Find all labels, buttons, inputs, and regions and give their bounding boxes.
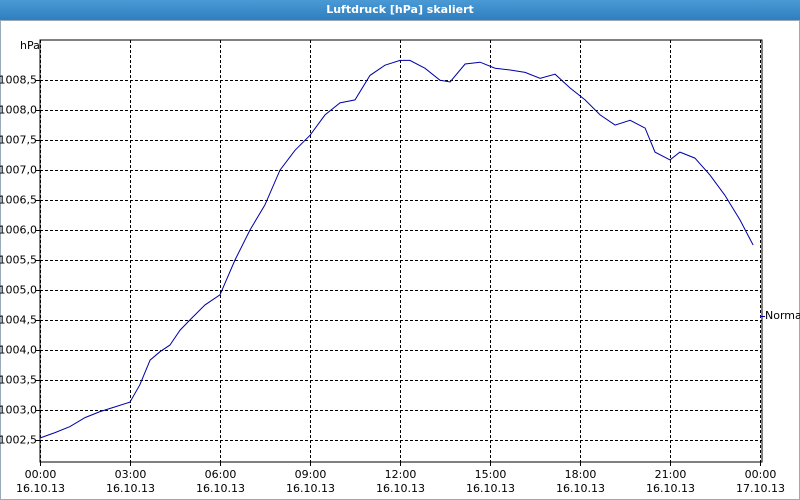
x-tick-label: 18:00 16.10.13 xyxy=(556,468,605,495)
y-tick-label: 1003,0 xyxy=(0,404,37,417)
y-tick-label: 1008,0 xyxy=(0,104,37,117)
line-series xyxy=(39,59,754,439)
y-tick-label: 1006,0 xyxy=(0,224,37,237)
y-tick-label: 1005,5 xyxy=(0,254,37,267)
chart-title: Luftdruck [hPa] skaliert xyxy=(0,0,800,20)
y-tick-label: 1007,0 xyxy=(0,164,37,177)
y-tick-label: 1004,5 xyxy=(0,314,37,327)
y-tick-label: 1006,5 xyxy=(0,194,37,207)
x-tick-label: 06:00 16.10.13 xyxy=(196,468,245,495)
x-tick-label: 00:00 17.10.13 xyxy=(736,468,785,495)
y-tick-label: 1007,5 xyxy=(0,134,37,147)
y-tick-label: 1008,5 xyxy=(0,74,37,87)
y-tick-label: 1004,0 xyxy=(0,344,37,357)
x-tick-label: 12:00 16.10.13 xyxy=(376,468,425,495)
y-tick-label: 1005,0 xyxy=(0,284,37,297)
y-tick-label: 1003,5 xyxy=(0,374,37,387)
x-tick-label: 03:00 16.10.13 xyxy=(106,468,155,495)
x-tick-label: 09:00 16.10.13 xyxy=(286,468,335,495)
legend-label: Normal xyxy=(765,309,800,322)
x-tick-label: 15:00 16.10.13 xyxy=(466,468,515,495)
y-axis-label: hPa xyxy=(20,39,40,52)
x-tick-label: 21:00 16.10.13 xyxy=(646,468,695,495)
y-tick-label: 1002,5 xyxy=(0,434,37,447)
x-tick-label: 00:00 16.10.13 xyxy=(16,468,65,495)
